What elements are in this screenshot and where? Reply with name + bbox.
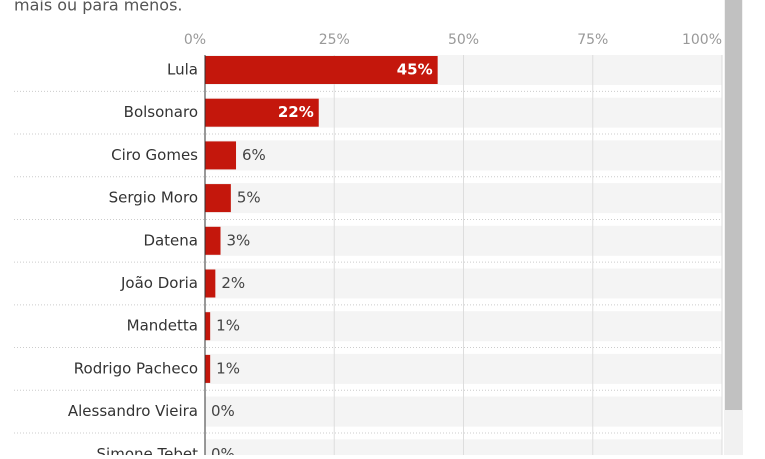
value-label: 0% — [211, 445, 235, 455]
bar — [205, 56, 438, 84]
scrollbar-thumb[interactable] — [725, 0, 742, 410]
category-label: João Doria — [120, 274, 198, 292]
category-label: Lula — [167, 61, 198, 79]
bar — [205, 141, 237, 170]
bar — [205, 184, 231, 213]
value-label: 0% — [211, 402, 235, 420]
category-label: Datena — [143, 231, 198, 249]
value-label: 22% — [278, 103, 314, 121]
x-tick-label: 50% — [448, 32, 479, 48]
x-tick-label: 0% — [184, 32, 206, 48]
x-tick-label: 25% — [319, 32, 350, 48]
category-label: Bolsonaro — [124, 103, 198, 121]
subtitle: mais ou para menos. — [14, 0, 182, 15]
bar — [205, 354, 211, 383]
value-label: 6% — [242, 146, 266, 164]
x-tick-label: 75% — [577, 32, 608, 48]
bar — [205, 269, 216, 298]
category-label: Rodrigo Pacheco — [74, 359, 198, 377]
bar — [205, 312, 211, 341]
bar — [205, 98, 319, 127]
category-label: Simone Tebet — [97, 445, 199, 455]
category-label: Mandetta — [127, 317, 198, 335]
value-label: 1% — [216, 359, 240, 377]
category-label: Sergio Moro — [109, 189, 198, 207]
x-tick-label: 100% — [682, 32, 722, 48]
value-label: 5% — [237, 189, 261, 207]
value-label: 45% — [397, 61, 433, 79]
value-label: 2% — [221, 274, 245, 292]
value-label: 1% — [216, 317, 240, 335]
category-label: Alessandro Vieira — [68, 402, 198, 420]
value-label: 3% — [227, 231, 251, 249]
category-label: Ciro Gomes — [111, 146, 198, 164]
bar — [205, 226, 221, 255]
